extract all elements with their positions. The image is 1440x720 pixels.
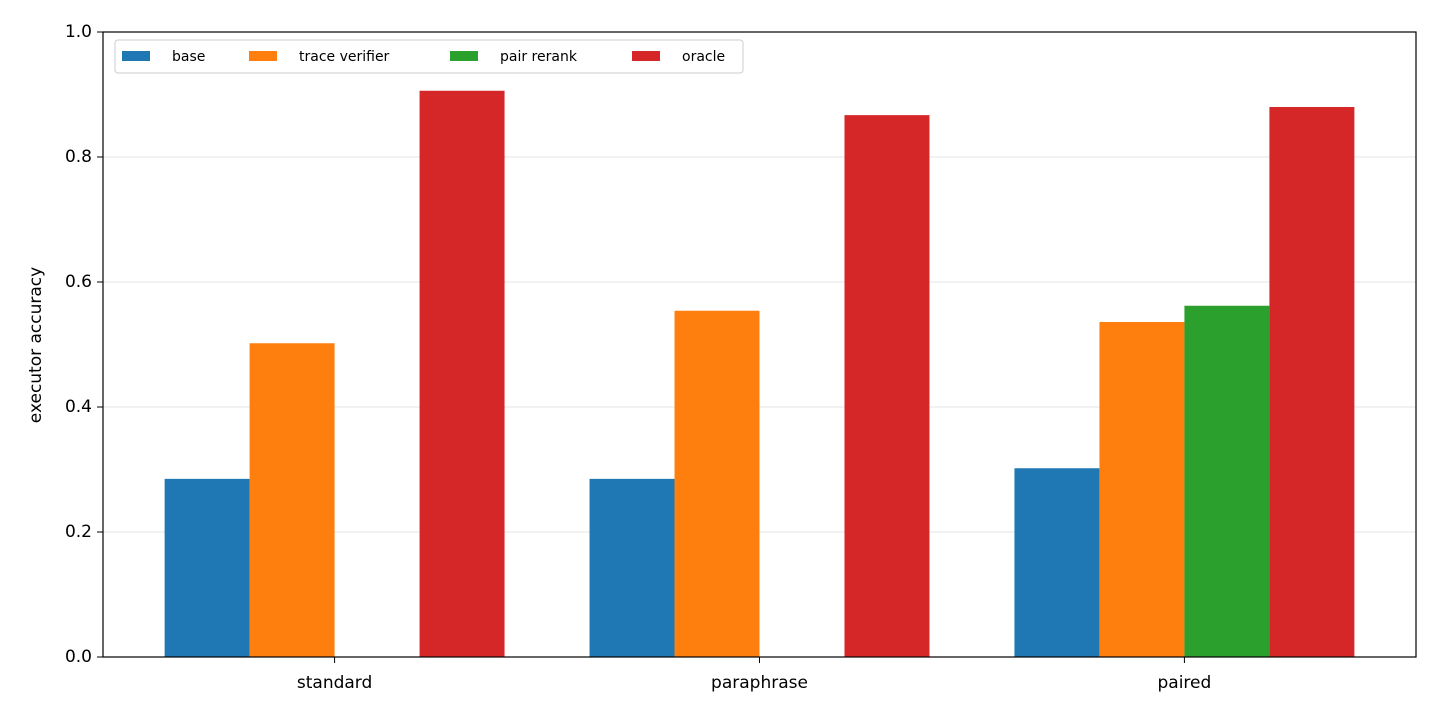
legend-label: trace verifier <box>299 49 390 65</box>
bar <box>1014 468 1100 657</box>
legend-swatch <box>249 51 277 61</box>
y-tick-label: 0.4 <box>65 397 92 417</box>
x-tick-label: paraphrase <box>711 673 808 693</box>
y-tick-label: 0.8 <box>65 147 92 167</box>
legend-swatch <box>632 51 660 61</box>
y-axis-label: executor accuracy <box>26 267 46 423</box>
bar <box>164 478 250 657</box>
legend-swatch <box>122 51 150 61</box>
legend-swatch <box>450 51 478 61</box>
y-tick-label: 0.0 <box>65 647 92 667</box>
y-tick-label: 0.6 <box>65 272 92 292</box>
bar <box>589 478 675 657</box>
bar <box>1099 322 1185 657</box>
bar <box>1184 305 1270 657</box>
legend-label: oracle <box>682 49 725 65</box>
plot-frame <box>102 31 1417 658</box>
y-tick-label: 1.0 <box>65 22 92 42</box>
x-tick-label: paired <box>1158 673 1212 693</box>
legend-label: pair rerank <box>500 49 578 65</box>
bar <box>1269 107 1355 657</box>
legend-frame <box>114 39 744 74</box>
x-tick-label: standard <box>297 673 372 693</box>
bar <box>249 343 335 657</box>
bar <box>419 90 505 657</box>
y-tick-label: 0.2 <box>65 522 92 542</box>
bar <box>844 115 930 657</box>
bar <box>674 310 760 657</box>
legend: base trace verifier pair rerank oracle <box>114 39 744 74</box>
legend-label: base <box>172 49 205 65</box>
